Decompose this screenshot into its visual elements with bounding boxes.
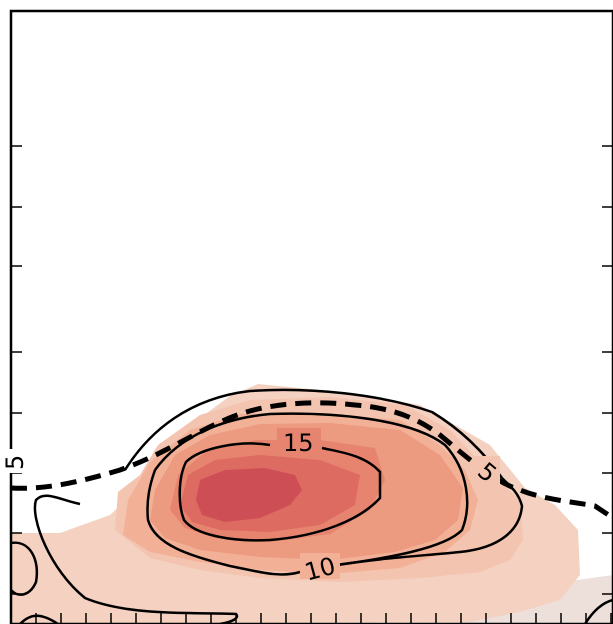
contour-label-group: 5 5 15 10 <box>1 428 502 587</box>
contour-line-5-lower-right <box>329 477 524 568</box>
contour-line-bottom-right <box>583 598 613 624</box>
filled-contours <box>11 384 613 624</box>
contour-line-dashed <box>10 400 613 521</box>
plot-frame <box>9 9 613 624</box>
contour-label-15: 15 <box>283 429 314 457</box>
contour-line-15 <box>178 442 382 542</box>
contour-line-10 <box>146 412 469 576</box>
contour-line-5 <box>123 388 504 479</box>
fill-level-7 <box>196 468 302 522</box>
contour-label-5-left: 5 <box>1 455 29 470</box>
contour-lines <box>10 388 613 624</box>
contour-line-5-lower-left <box>33 494 239 624</box>
